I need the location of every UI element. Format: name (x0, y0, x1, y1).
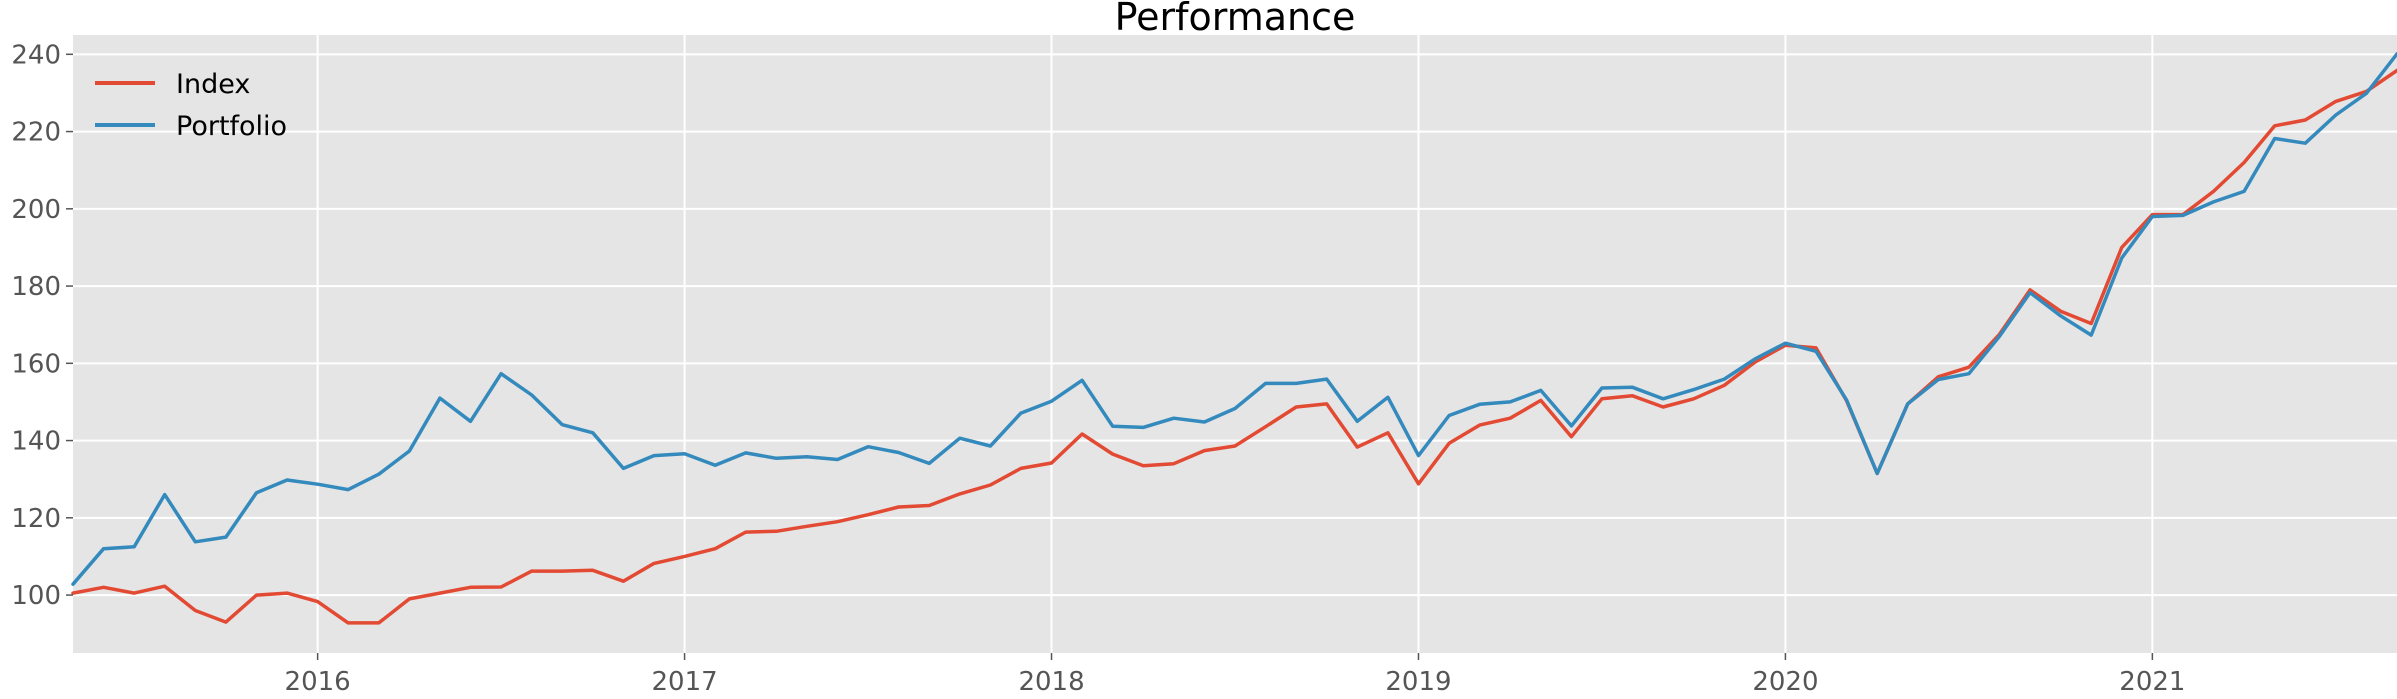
x-tick-label: 2018 (1018, 667, 1084, 697)
y-tick-label: 200 (11, 195, 61, 225)
y-tick-label: 220 (11, 118, 61, 148)
y-tick-label: 160 (11, 349, 61, 379)
legend: Index Portfolio (95, 69, 287, 142)
axis-ticks: 100 120 140 160 180 200 220 240 2016 2017 2018 2019… (11, 40, 2185, 697)
series-lines (71, 52, 2397, 625)
y-tick-label: 100 (11, 581, 61, 611)
series-line-portfolio (71, 52, 2397, 586)
x-tick-label: 2016 (285, 667, 351, 697)
x-tick-label: 2020 (1752, 667, 1818, 697)
legend-label-portfolio: Portfolio (176, 111, 287, 142)
x-tick-label: 2021 (2119, 667, 2185, 697)
legend-label-index: Index (176, 69, 250, 100)
plot-area (73, 35, 2397, 653)
x-tick-label: 2017 (651, 667, 717, 697)
x-tick-label: 2019 (1385, 667, 1451, 697)
y-tick-label: 140 (11, 427, 61, 457)
y-tick-label: 120 (11, 504, 61, 534)
y-tick-label: 180 (11, 272, 61, 302)
y-tick-label: 240 (11, 40, 61, 70)
chart-title: Performance (1115, 0, 1356, 39)
